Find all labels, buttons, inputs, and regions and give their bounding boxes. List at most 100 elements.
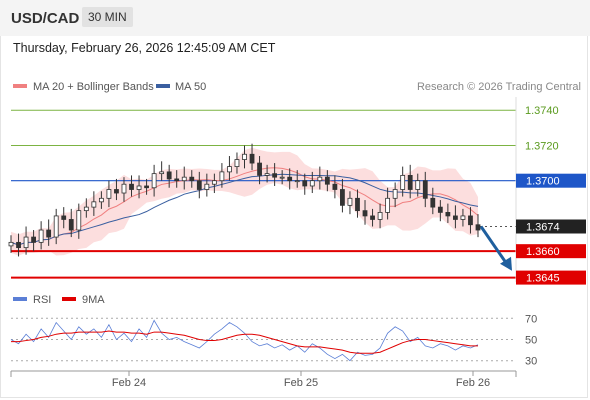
candle [324, 170, 330, 192]
level-label-box-support-5 [516, 270, 586, 285]
rsi-ma-line [11, 330, 478, 354]
candle [242, 145, 247, 169]
candle [129, 175, 134, 197]
candle-body-up [8, 241, 14, 247]
candle [38, 221, 44, 250]
candle [460, 208, 466, 227]
candle-body-down [422, 180, 428, 199]
candle [53, 208, 59, 245]
candle-body-down [31, 236, 36, 243]
ma50-legend-label: MA 50 [175, 81, 206, 93]
candle [355, 189, 360, 218]
candle-body-down [324, 176, 330, 185]
level-label-pivot-2: 1.3700 [526, 176, 560, 188]
candle-body-up [377, 212, 383, 220]
candle [445, 203, 451, 223]
candle [453, 205, 458, 229]
candle [61, 207, 67, 229]
candle-body-down [340, 189, 345, 206]
candle [219, 163, 225, 188]
candle [377, 203, 383, 229]
forecast-arrow-head [500, 256, 512, 271]
candle-body-up [204, 183, 210, 190]
candle [189, 170, 195, 188]
level-label-box-pivot-2 [516, 173, 586, 188]
level-label-resistance-1: 1.3720 [525, 140, 559, 152]
candle [422, 171, 428, 208]
moving-averages [10, 167, 479, 246]
x-tick-label: Feb 24 [112, 377, 146, 389]
candle-body-down [362, 210, 368, 217]
candle-body-up [385, 197, 391, 213]
candle [166, 164, 172, 188]
bollinger-bands [11, 147, 478, 256]
candle [257, 156, 262, 185]
candle [8, 235, 14, 253]
candle-body-down [287, 176, 293, 182]
symbol-title: USD/CAD [11, 10, 80, 27]
price-labels: 1.3740 1.3720 1.3700 1.3674 1.3660 1.3645 [516, 105, 586, 285]
candle-body-down [475, 224, 481, 231]
ma20-legend-swatch [13, 84, 27, 88]
candle-body-down [355, 197, 360, 212]
candle-body-down [249, 153, 255, 164]
candle-body-down [144, 185, 149, 189]
candle [234, 152, 240, 174]
rsi-tick-70: 70 [525, 313, 537, 325]
chart-datetime: Thursday, February 26, 2026 12:45:09 AM … [13, 41, 276, 55]
candle-body-up [219, 171, 225, 182]
candle [144, 178, 149, 195]
candle-body-up [317, 176, 323, 182]
forecast-arrow-shaft [479, 225, 508, 264]
candle [196, 171, 202, 199]
candle-body-up [91, 201, 97, 208]
candle-body-up [159, 171, 165, 175]
candle-body-up [98, 197, 104, 203]
candle [136, 175, 142, 199]
candle-body-up [309, 180, 315, 187]
candle-body-down [174, 178, 180, 182]
candle [91, 191, 97, 216]
candle-body-down [407, 175, 413, 190]
candle-body-up [264, 173, 270, 176]
candle [98, 191, 104, 209]
candle [68, 208, 74, 238]
candle-body-up [151, 173, 157, 189]
candle-body-down [68, 219, 74, 231]
candle-body-up [294, 180, 300, 183]
candle-body-up [106, 189, 112, 199]
ma50-line [10, 173, 479, 246]
candle-body-up [400, 175, 406, 190]
ma20-line [10, 167, 479, 246]
candle [362, 200, 368, 225]
candle-body-up [83, 206, 89, 212]
candle [227, 156, 232, 181]
candle-body-down [302, 180, 308, 187]
rsi-line [10, 319, 479, 362]
candle-body-up [38, 229, 44, 243]
candle [23, 226, 29, 255]
bollinger-band-area [11, 147, 478, 256]
candle [347, 191, 353, 215]
candle [279, 170, 285, 185]
copyright-text: Research © 2026 Trading Central [417, 81, 581, 93]
timeframe-badge[interactable]: 30 MIN [82, 7, 133, 27]
rsi-legend-swatch [13, 297, 27, 301]
candle [211, 173, 217, 194]
candle-body-up [227, 166, 232, 173]
candle-body-down [272, 173, 278, 178]
candle [415, 173, 421, 197]
rsi-tick-30: 30 [525, 356, 537, 368]
candle [204, 173, 210, 197]
candle [272, 163, 278, 186]
candle-body-down [61, 215, 67, 220]
candle-body-up [136, 185, 142, 190]
candle [294, 170, 300, 188]
candle-body-up [415, 180, 421, 190]
last-price-label-box [516, 219, 586, 234]
candle-body-up [242, 153, 247, 160]
candle [430, 187, 436, 215]
candle [16, 233, 21, 257]
candle-body-down [430, 197, 436, 208]
